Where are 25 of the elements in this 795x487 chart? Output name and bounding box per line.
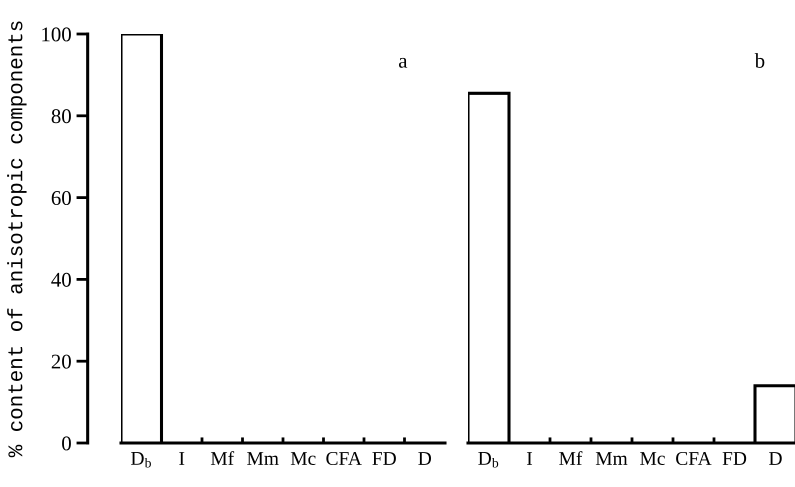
y-tick-label: 60 — [52, 190, 71, 206]
x-tick-label: D — [418, 452, 431, 465]
x-tick-label: I — [526, 452, 532, 465]
x-tick-label: I — [179, 452, 184, 465]
y-tick-label: 20 — [52, 354, 71, 369]
x-tick-label: D$_{b}$ — [478, 452, 498, 468]
x-tick-label: FD — [372, 452, 396, 465]
y-tick-label: 0 — [62, 436, 71, 450]
y-tick-label: 40 — [51, 272, 71, 287]
y-tick-label: 80 — [52, 109, 71, 124]
y-tick-label: 100 — [42, 27, 71, 42]
x-tick-label: FD — [722, 452, 746, 465]
x-tick-label: Mc — [290, 452, 316, 466]
x-tick-label: Mf — [210, 451, 234, 465]
x-tick-label: CFA — [326, 452, 362, 466]
x-tick-label: Mf — [559, 451, 582, 465]
y-axis-title: % content of anisotropic components — [7, 21, 27, 458]
x-tick-label: D$_{b}$ — [131, 452, 151, 468]
annotation: b — [754, 53, 764, 68]
x-tick-label: CFA — [676, 452, 712, 466]
x-tick-label: Mc — [640, 452, 665, 466]
annotation: a — [398, 58, 408, 68]
x-tick-label: Mm — [247, 452, 279, 465]
x-tick-label: Mm — [596, 452, 628, 465]
x-tick-label: D — [769, 452, 782, 465]
